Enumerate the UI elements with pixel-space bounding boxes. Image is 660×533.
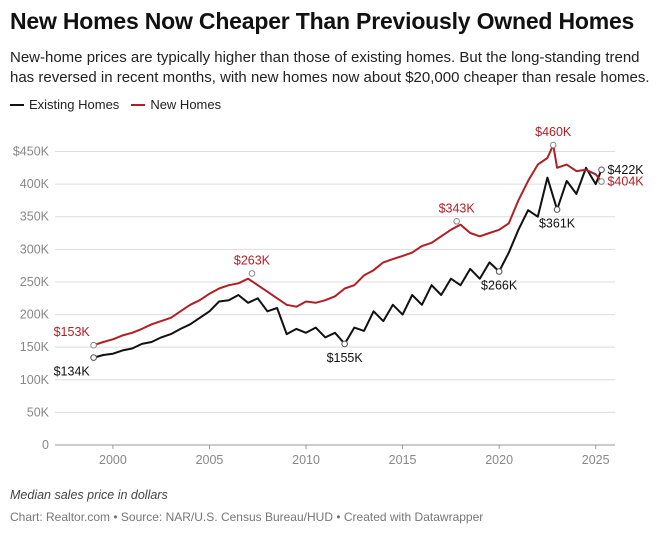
annotation-label: $263K — [234, 253, 271, 267]
legend-item-new: New Homes — [131, 97, 221, 112]
legend-item-existing: Existing Homes — [10, 97, 119, 112]
annotation-marker — [453, 218, 460, 225]
y-tick-label: 150K — [20, 340, 50, 354]
annotation-label: $460K — [535, 125, 572, 139]
x-tick-label: 2020 — [485, 453, 513, 467]
y-tick-label: 200K — [20, 308, 50, 322]
chart-subtitle: New-home prices are typically higher tha… — [10, 49, 650, 86]
y-tick-label: $450K — [13, 145, 50, 159]
y-tick-label: 250K — [20, 275, 50, 289]
annotation-label: $422K — [607, 163, 644, 177]
legend-label-existing: Existing Homes — [29, 97, 120, 112]
x-tick-label: 2015 — [389, 453, 417, 467]
annotation-marker — [341, 340, 348, 348]
x-tick-label: 2000 — [99, 453, 127, 467]
annotation-label: $404K — [607, 175, 644, 189]
y-tick-label: 350K — [20, 210, 50, 224]
chart-source: Chart: Realtor.com • Source: NAR/U.S. Ce… — [10, 510, 484, 524]
annotation-label: $343K — [439, 201, 476, 215]
annotation-marker — [598, 178, 605, 185]
annotation-marker — [90, 354, 97, 361]
x-tick-label: 2010 — [292, 453, 320, 467]
annotation-label: $155K — [327, 351, 364, 365]
x-tick-label: 2005 — [196, 453, 224, 467]
legend-swatch-existing — [10, 103, 24, 106]
annotation-label: $134K — [54, 365, 91, 379]
annotation-label: $153K — [54, 325, 91, 339]
annotation-marker — [553, 206, 561, 213]
y-tick-label: 400K — [20, 177, 50, 191]
legend-label-new: New Homes — [150, 97, 222, 112]
legend: Existing Homes New Homes — [10, 97, 221, 112]
y-tick-label: 100K — [20, 373, 50, 387]
annotation-marker — [248, 270, 256, 277]
annotation-marker — [495, 268, 503, 275]
annotation-label: $361K — [539, 217, 576, 231]
x-tick-label: 2025 — [582, 453, 610, 467]
chart-notes: Median sales price in dollars — [10, 488, 168, 502]
y-tick-label: 300K — [20, 242, 50, 256]
chart-title: New Homes Now Cheaper Than Previously Ow… — [10, 8, 635, 34]
series-line-new — [93, 144, 603, 347]
annotation-marker — [90, 341, 97, 349]
annotation-marker — [549, 141, 557, 149]
legend-swatch-new — [131, 103, 146, 106]
annotation-marker — [598, 166, 605, 174]
y-tick-label: 50K — [27, 405, 50, 419]
series-line-existing — [93, 166, 603, 359]
annotation-label: $266K — [481, 279, 518, 293]
y-tick-label: 0 — [42, 438, 49, 452]
